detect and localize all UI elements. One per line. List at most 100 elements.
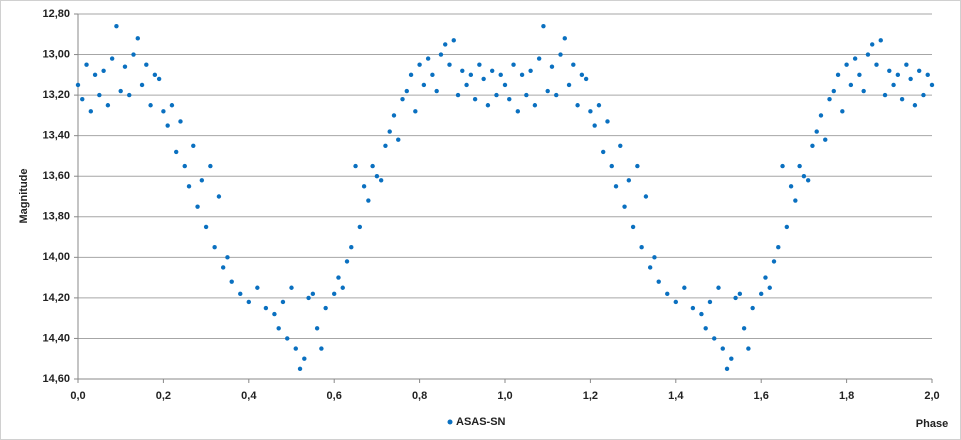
data-point — [378, 178, 384, 183]
data-point — [652, 255, 657, 260]
data-point — [297, 366, 303, 372]
data-point — [724, 366, 730, 372]
data-point — [763, 275, 768, 280]
data-point — [438, 52, 444, 57]
data-point — [682, 285, 687, 290]
data-point — [831, 88, 836, 94]
data-point — [844, 62, 849, 67]
data-point — [609, 163, 614, 169]
data-point — [489, 68, 495, 73]
data-point — [566, 82, 572, 88]
data-point — [524, 92, 529, 98]
data-point — [558, 52, 563, 57]
legend-label: ASAS-SN — [456, 416, 506, 428]
data-point — [601, 149, 606, 155]
data-point — [421, 82, 427, 88]
data-point — [729, 356, 734, 361]
data-point — [733, 295, 738, 301]
data-point — [374, 174, 380, 179]
y-tick-label: 14,00 — [42, 251, 70, 263]
data-point — [874, 62, 879, 67]
data-point — [639, 244, 644, 250]
data-point — [131, 52, 136, 57]
y-axis-title: Magnitude — [18, 169, 30, 224]
data-point — [314, 326, 320, 331]
x-tick-label: 0,0 — [70, 390, 85, 402]
data-point — [276, 326, 281, 331]
data-point — [361, 184, 367, 189]
data-point — [635, 163, 640, 169]
data-point — [229, 279, 234, 284]
data-point — [443, 42, 448, 47]
data-point — [545, 88, 550, 94]
data-point — [895, 72, 901, 78]
data-point — [425, 56, 431, 61]
data-point — [404, 88, 409, 94]
data-point — [336, 275, 341, 280]
data-point — [788, 184, 794, 189]
data-point — [400, 96, 405, 102]
data-point — [878, 38, 883, 43]
data-point — [114, 23, 119, 29]
data-point — [75, 82, 81, 88]
data-point — [699, 311, 704, 317]
x-axis-title: Phase — [916, 418, 948, 430]
legend-marker — [447, 419, 453, 425]
data-point — [737, 291, 743, 297]
y-tick-label: 13,40 — [42, 130, 70, 142]
data-point — [306, 295, 311, 301]
data-point — [793, 198, 798, 203]
x-tick-label: 0,4 — [241, 390, 257, 402]
data-point — [541, 23, 546, 29]
data-point — [216, 194, 222, 199]
data-point — [349, 244, 354, 250]
data-point — [430, 72, 435, 78]
data-point — [618, 143, 623, 149]
data-point — [767, 285, 772, 290]
data-point — [498, 72, 503, 78]
data-point — [225, 255, 230, 260]
data-point — [455, 92, 461, 98]
data-point — [182, 163, 187, 169]
data-point — [630, 224, 636, 230]
y-tick-label: 13,00 — [42, 48, 70, 60]
data-point — [101, 68, 106, 73]
data-point — [703, 326, 708, 331]
data-point — [810, 143, 815, 149]
data-point — [413, 109, 418, 114]
data-point — [579, 72, 585, 78]
x-tick-label: 0,2 — [156, 390, 171, 402]
y-tick-label: 13,60 — [42, 170, 70, 182]
data-point — [156, 76, 162, 82]
data-point — [485, 103, 491, 108]
data-point — [92, 72, 98, 78]
data-point — [396, 137, 401, 142]
data-point — [468, 72, 474, 78]
data-point — [921, 92, 926, 98]
data-point — [203, 224, 209, 230]
data-point — [481, 76, 486, 82]
data-point — [332, 291, 337, 297]
y-tick-label: 13,80 — [42, 211, 70, 223]
data-point — [865, 52, 871, 57]
data-point — [528, 68, 533, 73]
data-point — [208, 163, 213, 169]
data-point — [285, 336, 290, 341]
data-point — [840, 109, 845, 114]
data-point — [344, 259, 350, 264]
data-point — [246, 299, 251, 305]
data-point — [293, 346, 298, 351]
data-point — [408, 72, 414, 78]
data-point — [366, 198, 371, 203]
y-tick-label: 14,40 — [42, 332, 70, 344]
data-point — [818, 113, 824, 118]
data-point — [784, 224, 790, 230]
data-point — [596, 103, 602, 108]
data-point — [929, 82, 935, 88]
data-point — [741, 326, 747, 331]
data-point — [135, 36, 140, 41]
data-point — [515, 109, 521, 114]
data-point — [780, 163, 785, 169]
data-point — [814, 129, 819, 134]
